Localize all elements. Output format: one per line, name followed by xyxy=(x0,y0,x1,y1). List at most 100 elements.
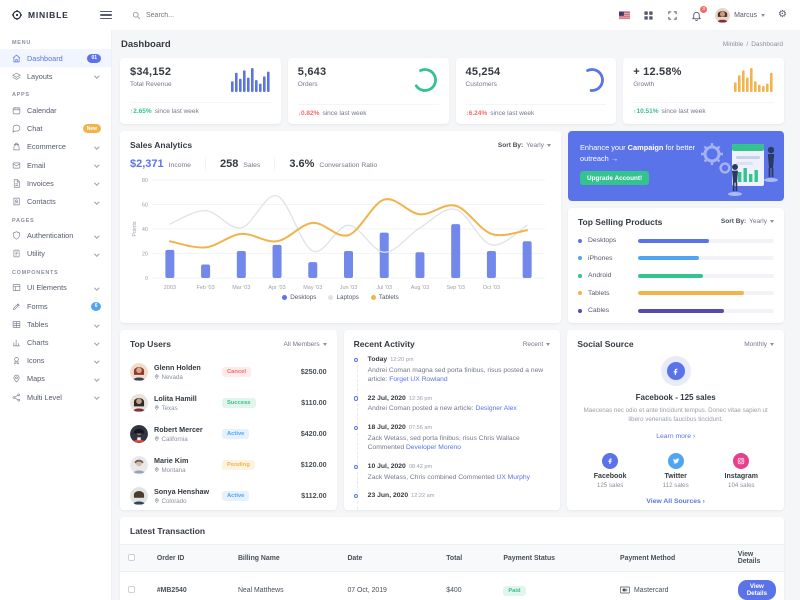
timeline-dot-icon xyxy=(353,464,359,470)
sidebar-item-contacts[interactable]: Contacts xyxy=(0,192,111,210)
instagram-icon[interactable] xyxy=(733,452,750,469)
twitter-icon[interactable] xyxy=(667,452,684,469)
col-billing-name[interactable]: Billing Name xyxy=(229,544,340,572)
sidebar-item-forms[interactable]: Forms 6 xyxy=(0,297,111,315)
activity-link[interactable]: Developer Moreno xyxy=(405,444,461,452)
progress-track xyxy=(638,308,774,313)
col-date[interactable]: Date xyxy=(339,544,439,572)
source-sales: 112 sales xyxy=(662,482,689,490)
sidebar-item-calendar[interactable]: Calendar xyxy=(0,101,111,119)
sort-by-dropdown[interactable]: Sort By: Yearly xyxy=(721,218,774,225)
notifications-bell-icon[interactable]: 3 xyxy=(691,5,708,21)
sidebar-item-ui-elements[interactable]: UI Elements xyxy=(0,279,111,297)
sidebar-item-label: Icons xyxy=(27,356,45,366)
activity-time: 12:20 pm xyxy=(390,357,414,363)
select-all-checkbox[interactable] xyxy=(128,553,135,561)
timeline-dot-icon xyxy=(353,357,359,363)
svg-text:Jul '03: Jul '03 xyxy=(376,285,392,291)
col-payment-method[interactable]: Payment Method xyxy=(612,544,730,572)
user-row[interactable]: Glenn Holden Nevada Cancel $250.00 xyxy=(130,356,327,387)
user-row[interactable]: Lolita Hamill Texas Success $110.00 xyxy=(130,387,327,418)
menu-toggle-icon[interactable] xyxy=(100,10,112,20)
sidebar-item-label: Authentication xyxy=(27,231,74,241)
user-row[interactable]: Marie Kim Montana Pending $120.00 xyxy=(130,449,327,480)
sort-by-dropdown[interactable]: Sort By: Yearly xyxy=(498,142,551,149)
activity-link[interactable]: Designer Alex xyxy=(475,405,517,413)
language-flag-icon[interactable] xyxy=(619,10,631,21)
map-pin-icon xyxy=(154,436,159,442)
user-menu[interactable]: Marcus xyxy=(715,7,766,23)
sidebar-item-label: Dashboard xyxy=(27,53,63,63)
col-payment-status[interactable]: Payment Status xyxy=(495,544,613,572)
sidebar-item-chat[interactable]: Chat New xyxy=(0,120,111,138)
svg-text:2003: 2003 xyxy=(164,285,176,291)
facebook-icon[interactable] xyxy=(602,452,619,469)
social-sources-row: Facebook 125 sales Twitter 112 sales Ins… xyxy=(577,452,774,490)
filter-value: Monthly xyxy=(744,340,768,348)
status-badge: Pending xyxy=(222,459,255,470)
timeline-dot-icon xyxy=(353,396,359,402)
card-title: Recent Activity xyxy=(353,339,415,349)
sidebar-item-ecommerce[interactable]: Ecommerce xyxy=(0,138,111,156)
members-filter-dropdown[interactable]: All Members xyxy=(284,341,327,348)
fullscreen-icon[interactable] xyxy=(667,10,678,21)
sidebar-item-dashboard[interactable]: Dashboard 01 xyxy=(0,49,111,68)
progress-track xyxy=(638,291,774,295)
sidebar-item-authentication[interactable]: Authentication xyxy=(0,227,111,245)
view-details-button[interactable]: View Details xyxy=(737,580,776,600)
user-row[interactable]: Sonya Henshaw Colorado Active $112.00 xyxy=(130,480,327,510)
user-name: Marcus xyxy=(734,11,758,19)
col-view-details[interactable]: View Details xyxy=(729,544,784,572)
activity-date: Today xyxy=(367,356,388,363)
learn-more-link[interactable]: Learn more › xyxy=(656,432,696,440)
upgrade-account-button[interactable]: Upgrade Account! xyxy=(580,171,650,186)
svg-text:60: 60 xyxy=(142,203,148,209)
sidebar-item-badge: New xyxy=(82,124,101,134)
user-location: California xyxy=(161,435,188,443)
sidebar-item-multi-level[interactable]: Multi Level xyxy=(0,388,111,406)
chevron-down-icon xyxy=(547,143,551,147)
sidebar-item-invoices[interactable]: Invoices xyxy=(0,174,111,192)
document-icon xyxy=(12,249,21,258)
search-input[interactable] xyxy=(146,11,246,19)
sidebar-item-layouts[interactable]: Layouts xyxy=(0,67,111,85)
stat-label: Customers xyxy=(465,81,497,88)
col-order-id[interactable]: Order ID xyxy=(148,544,230,572)
view-all-sources-link[interactable]: View All Sources › xyxy=(646,498,705,506)
table-row[interactable]: #MB2540 Neal Matthews 07 Oct, 2019 $400 … xyxy=(120,571,784,600)
user-row[interactable]: Robert Mercer California Active $420.00 xyxy=(130,418,327,449)
activity-link[interactable]: UX Murphy xyxy=(496,473,530,481)
brand[interactable]: MINIBLE xyxy=(0,9,100,21)
stat-value: 5,643 xyxy=(297,66,327,78)
source-instagram: Instagram 104 sales xyxy=(708,452,774,490)
chevron-down-icon xyxy=(94,180,100,186)
sidebar-item-label: Forms xyxy=(27,301,48,311)
period-filter-dropdown[interactable]: Monthly xyxy=(744,340,775,348)
topbar-search[interactable] xyxy=(132,11,246,20)
sidebar-item-charts[interactable]: Charts xyxy=(0,333,111,351)
sort-label: Sort By: xyxy=(720,218,747,225)
svg-text:Mar '03: Mar '03 xyxy=(232,285,250,291)
sidebar-item-maps[interactable]: Maps xyxy=(0,370,111,388)
activity-date: 18 Jul, 2020 xyxy=(367,424,406,432)
row-checkbox[interactable] xyxy=(128,585,135,593)
col-total[interactable]: Total xyxy=(438,544,496,572)
apps-grid-icon[interactable] xyxy=(643,10,654,21)
chevron-down-icon xyxy=(322,342,327,346)
sidebar-item-badge: 6 xyxy=(91,301,101,311)
sidebar-item-label: Maps xyxy=(27,374,45,384)
sidebar-item-tables[interactable]: Tables xyxy=(0,315,111,333)
minible-logo-icon xyxy=(12,10,22,20)
map-pin-icon xyxy=(12,374,21,383)
delta-down: ↓6.24% xyxy=(465,110,488,117)
sidebar-item-icons[interactable]: Icons xyxy=(0,352,111,370)
breadcrumb-parent[interactable]: Minible xyxy=(722,41,744,48)
chevron-down-icon xyxy=(94,285,100,291)
chevron-down-icon xyxy=(94,394,100,400)
settings-gear-icon[interactable]: ⚙ xyxy=(778,9,787,20)
activity-link[interactable]: Forget UX Rowland xyxy=(389,376,448,384)
sidebar-item-email[interactable]: Email xyxy=(0,156,111,174)
source-sales: 104 sales xyxy=(728,482,755,490)
sidebar-item-utility[interactable]: Utility xyxy=(0,245,111,263)
activity-filter-dropdown[interactable]: Recent xyxy=(523,341,551,348)
